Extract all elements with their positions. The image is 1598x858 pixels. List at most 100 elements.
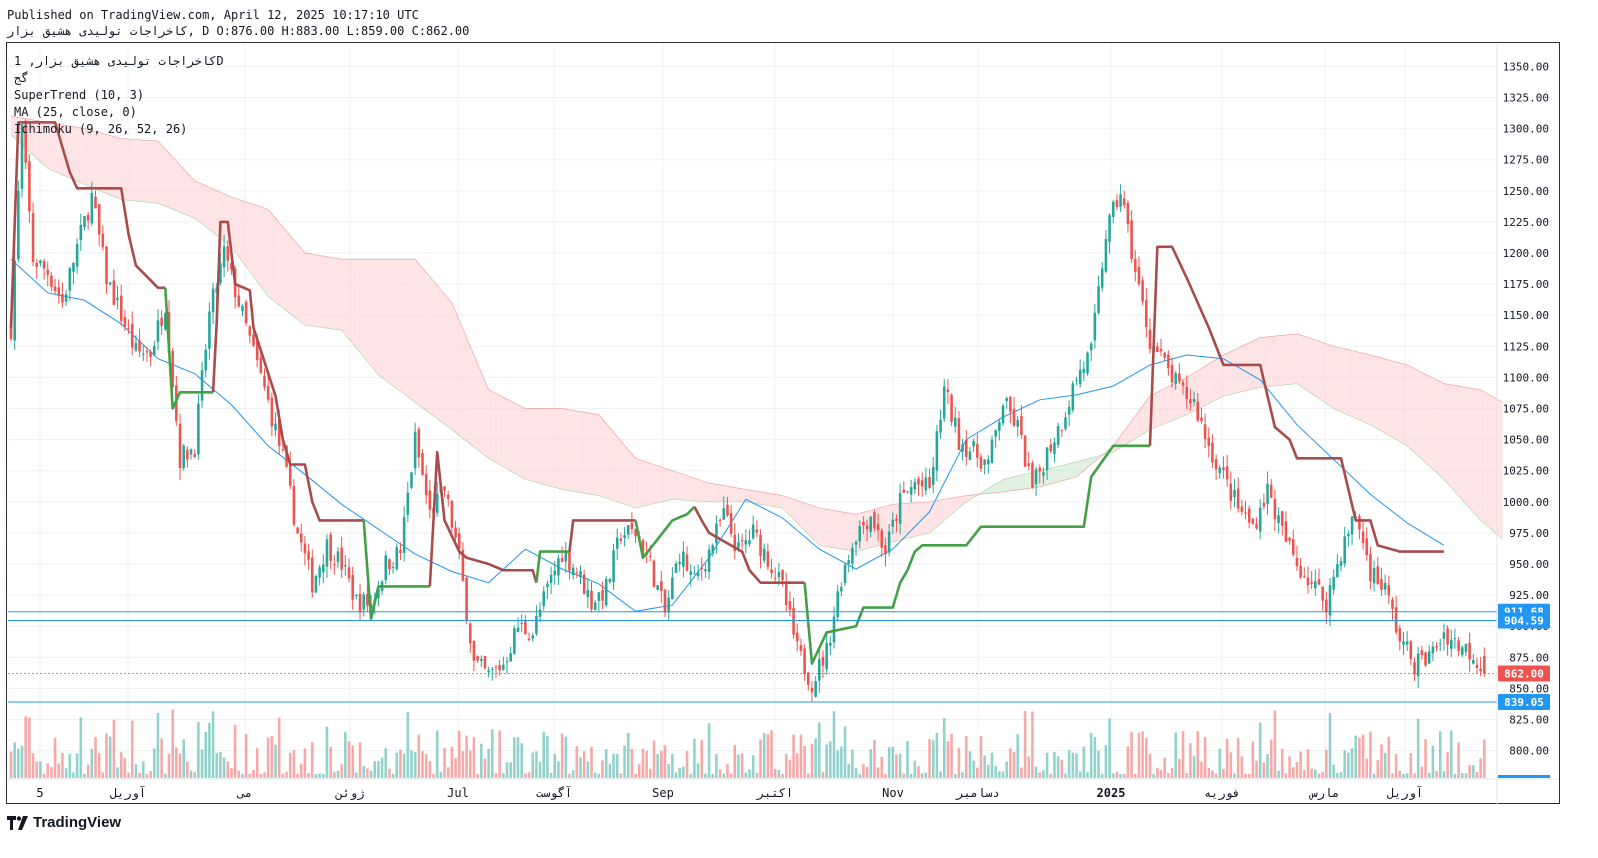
candle-body[interactable]	[939, 419, 942, 433]
candle-body[interactable]	[891, 519, 895, 527]
candle-body[interactable]	[498, 665, 501, 671]
candle-body[interactable]	[1053, 442, 1056, 454]
candle-body[interactable]	[178, 423, 182, 469]
candle-body[interactable]	[358, 593, 362, 613]
candle-body[interactable]	[1255, 523, 1258, 529]
candle-body[interactable]	[1391, 599, 1394, 609]
candle-body[interactable]	[983, 459, 986, 465]
candle-body[interactable]	[428, 490, 432, 510]
candle-body[interactable]	[1273, 498, 1277, 520]
candle-body[interactable]	[935, 431, 939, 471]
candle-body[interactable]	[1435, 646, 1438, 648]
candle-body[interactable]	[105, 246, 108, 285]
candle-body[interactable]	[1020, 416, 1023, 435]
candle-body[interactable]	[189, 449, 193, 455]
candle-body[interactable]	[1086, 352, 1089, 374]
candle-body[interactable]	[24, 120, 27, 163]
candle-body[interactable]	[987, 459, 990, 465]
candle-body[interactable]	[502, 664, 505, 670]
candle-body[interactable]	[318, 567, 321, 578]
candle-body[interactable]	[1100, 268, 1104, 288]
candle-body[interactable]	[1042, 472, 1045, 476]
candle-body[interactable]	[1038, 467, 1042, 472]
candle-body[interactable]	[682, 551, 685, 567]
candle-body[interactable]	[931, 466, 935, 485]
candle-body[interactable]	[1277, 515, 1280, 523]
candle-body[interactable]	[310, 557, 314, 593]
candle-body[interactable]	[83, 216, 86, 228]
candle-body[interactable]	[226, 245, 230, 261]
candle-body[interactable]	[961, 444, 964, 452]
candle-body[interactable]	[1398, 628, 1402, 642]
candle-body[interactable]	[1189, 399, 1192, 404]
candle-body[interactable]	[1170, 364, 1174, 383]
candle-body[interactable]	[219, 263, 222, 283]
candle-body[interactable]	[807, 672, 810, 685]
candle-body[interactable]	[1380, 579, 1383, 590]
candle-body[interactable]	[72, 262, 75, 272]
candle-body[interactable]	[1236, 488, 1240, 509]
candle-body[interactable]	[667, 597, 670, 613]
candle-body[interactable]	[744, 540, 748, 545]
price-label-box[interactable]	[1498, 694, 1550, 711]
candle-body[interactable]	[1130, 220, 1133, 260]
candle-body[interactable]	[248, 326, 252, 336]
candle-body[interactable]	[1427, 651, 1431, 664]
candle-body[interactable]	[924, 477, 928, 491]
candle-body[interactable]	[582, 574, 586, 594]
candle-body[interactable]	[384, 555, 388, 581]
candle-body[interactable]	[854, 541, 858, 545]
candle-body[interactable]	[1405, 641, 1409, 645]
candle-body[interactable]	[1167, 354, 1170, 369]
legend-supertrend[interactable]: SuperTrend (10, 3)	[14, 88, 145, 102]
candle-body[interactable]	[35, 262, 39, 267]
candle-body[interactable]	[1251, 518, 1255, 525]
candle-body[interactable]	[127, 328, 130, 330]
candle-body[interactable]	[1229, 483, 1233, 501]
candle-body[interactable]	[1244, 512, 1247, 514]
candle-body[interactable]	[513, 628, 516, 654]
candle-body[interactable]	[803, 648, 806, 675]
candle-body[interactable]	[799, 645, 803, 651]
candle-body[interactable]	[1108, 215, 1111, 242]
candle-body[interactable]	[1416, 653, 1420, 677]
candle-body[interactable]	[1347, 533, 1350, 537]
candle-body[interactable]	[457, 533, 461, 549]
candle-body[interactable]	[740, 540, 744, 542]
candle-body[interactable]	[325, 539, 329, 567]
candle-body[interactable]	[424, 473, 428, 496]
candle-body[interactable]	[417, 428, 421, 458]
candle-body[interactable]	[858, 526, 862, 542]
candle-body[interactable]	[564, 552, 568, 562]
candle-body[interactable]	[355, 594, 358, 597]
candle-body[interactable]	[182, 445, 185, 469]
candle-body[interactable]	[200, 370, 204, 401]
candle-body[interactable]	[788, 600, 792, 610]
candle-body[interactable]	[1148, 329, 1152, 350]
candle-body[interactable]	[336, 551, 340, 563]
candle-body[interactable]	[116, 297, 119, 300]
candle-body[interactable]	[792, 607, 795, 635]
candle-body[interactable]	[663, 589, 667, 613]
candle-body[interactable]	[1214, 459, 1218, 470]
candle-body[interactable]	[421, 453, 424, 476]
candle-body[interactable]	[630, 522, 634, 530]
candle-body[interactable]	[1163, 352, 1166, 358]
candle-body[interactable]	[575, 572, 579, 574]
candle-body[interactable]	[1446, 628, 1449, 645]
candle-body[interactable]	[329, 534, 332, 561]
candle-body[interactable]	[377, 588, 380, 599]
candle-body[interactable]	[480, 658, 483, 661]
candle-body[interactable]	[94, 196, 97, 209]
candle-body[interactable]	[520, 622, 523, 624]
candle-body[interactable]	[836, 591, 839, 618]
chart-frame[interactable]	[6, 42, 1560, 804]
legend-ichimoku[interactable]: Ichimoku (9, 26, 52, 26)	[14, 122, 188, 136]
candle-body[interactable]	[197, 403, 200, 455]
candle-body[interactable]	[1449, 639, 1453, 649]
price-label-box[interactable]	[1498, 612, 1550, 629]
candle-body[interactable]	[31, 213, 35, 263]
candle-body[interactable]	[821, 656, 825, 666]
candle-body[interactable]	[222, 246, 226, 268]
candle-body[interactable]	[61, 294, 64, 303]
